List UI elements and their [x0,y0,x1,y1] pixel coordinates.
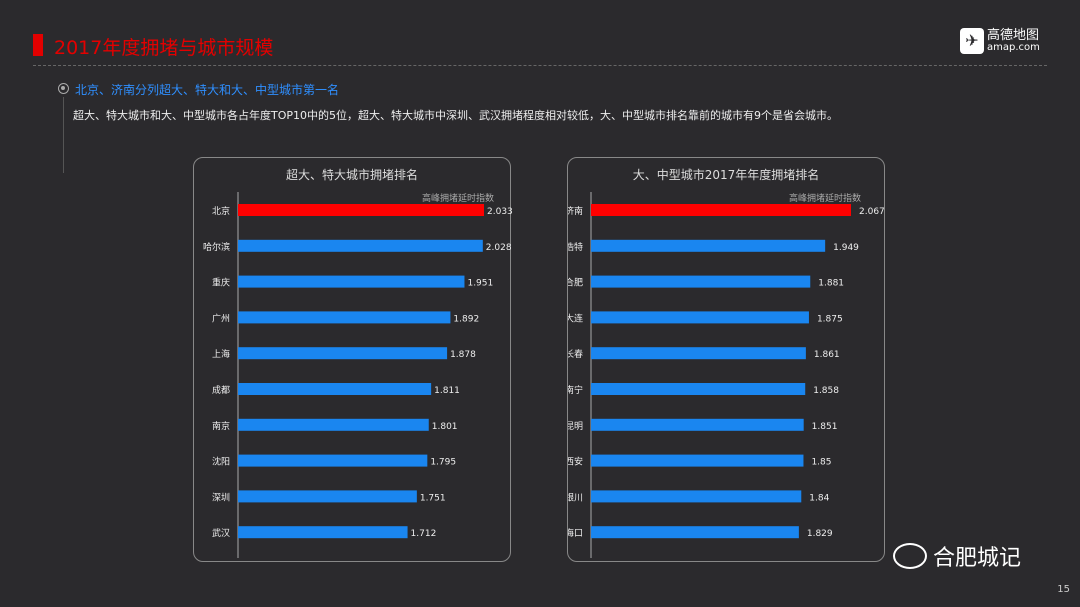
watermark: 合肥城记 [893,540,1021,572]
category-label: 济南 [568,205,583,217]
category-label: 成都 [212,384,230,396]
category-label: 哈尔滨 [203,241,230,253]
chart-title: 大、中型城市2017年年度拥堵排名 [632,168,820,182]
bar [591,526,799,539]
watermark-text: 合肥城记 [933,546,1022,571]
legend-label: 高峰拥堵延时指数 [789,192,861,204]
amap-logo: ✈ 高德地图 amap.com [960,28,1040,54]
bar [238,347,448,360]
bar [591,490,802,503]
data-label: 1.85 [811,458,831,468]
wechat-icon [893,543,927,569]
data-label: 1.875 [817,314,843,324]
data-label: 1.811 [434,386,460,396]
bar [591,311,809,324]
category-label: 沈阳 [212,456,230,468]
bar [591,239,826,252]
data-label: 2.028 [486,243,512,253]
bar [238,239,483,252]
category-label: 长春 [568,348,583,360]
bar [238,490,417,503]
bar [591,347,806,360]
category-label: 南宁 [568,384,583,396]
data-label: 1.858 [813,386,839,396]
bar [238,526,408,539]
category-label: 西安 [568,456,583,468]
category-label: 昆明 [568,421,583,432]
data-label: 1.712 [411,529,437,539]
category-label: 呼和浩特 [568,241,583,253]
bar [591,454,804,467]
bar [238,204,484,216]
chart-panel-large-cities: 超大、特大城市拥堵排名 高峰拥堵延时指数北京 2.033 哈尔滨 2.028 重庆 1.9… [193,157,513,562]
category-label: 武汉 [212,527,230,539]
description: 超大、特大城市和大、中型城市各占年度TOP10中的5位，超大、特大城市中深圳、武… [73,109,838,122]
logo-text: 高德地图 [987,28,1040,43]
data-label: 1.84 [809,493,829,503]
logo-sub: amap.com [987,42,1040,53]
category-label: 重庆 [212,277,230,289]
category-label: 深圳 [212,492,230,503]
data-label: 1.861 [814,350,840,360]
amap-logo-icon: ✈ [960,28,984,54]
category-label: 海口 [568,527,583,539]
bar [591,275,811,288]
data-label: 1.881 [818,279,844,289]
data-label: 1.795 [430,458,456,468]
data-label: 2.067 [859,207,885,217]
category-label: 广州 [212,312,230,324]
chart-title: 超大、特大城市拥堵排名 [285,168,418,182]
bar [591,383,806,395]
category-label: 银川 [568,491,583,503]
data-label: 2.033 [487,207,512,217]
data-label: 1.829 [807,529,833,539]
category-label: 合肥 [568,277,583,289]
data-label: 1.892 [453,314,479,324]
bar [238,418,429,431]
data-label: 1.949 [833,243,859,253]
data-label: 1.878 [450,350,476,360]
page-number: 15 [1057,584,1070,595]
bar [238,454,428,467]
data-label: 1.951 [467,279,493,289]
page-title: 2017年度拥堵与城市规模 [54,37,274,59]
bar [238,383,432,395]
bar [591,418,804,431]
data-label: 1.751 [420,493,446,503]
vertical-divider [63,97,64,173]
subtitle: 北京、济南分列超大、特大和大、中型城市第一名 [75,83,340,97]
category-label: 上海 [212,348,230,360]
title-accent-bar [33,34,43,56]
category-label: 北京 [212,205,230,217]
category-label: 南京 [212,420,230,432]
divider [33,65,1047,66]
data-label: 1.851 [812,422,838,432]
bar [238,311,451,324]
legend-label: 高峰拥堵延时指数 [422,192,494,204]
target-icon [58,83,69,94]
data-label: 1.801 [432,422,458,432]
category-label: 大连 [568,312,583,324]
bar [238,275,465,288]
bar [591,204,851,216]
